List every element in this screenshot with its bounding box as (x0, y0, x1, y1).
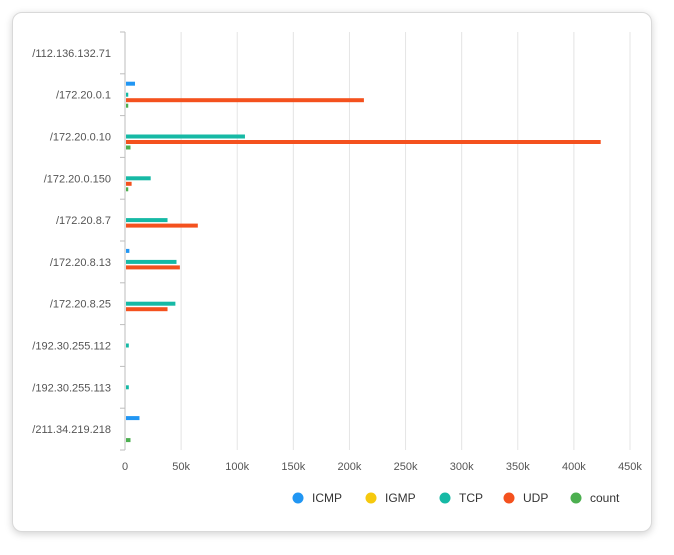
legend-marker-udp (503, 492, 515, 504)
legend: ICMP IGMP TCP UDP count (292, 491, 620, 505)
y-tick-label: /172.20.0.1 (56, 90, 111, 102)
bar-udp[interactable] (126, 98, 364, 103)
x-tick-label: 350k (506, 461, 530, 473)
bar-tcp[interactable] (126, 259, 177, 264)
legend-marker-tcp (439, 492, 451, 504)
y-tick-label: /192.30.255.112 (32, 341, 111, 353)
y-tick-label: /172.20.8.7 (56, 215, 111, 227)
x-tick-label: 450k (618, 461, 642, 473)
bar-count[interactable] (126, 103, 129, 108)
y-tick-label: /112.136.132.71 (32, 48, 111, 60)
bar-count[interactable] (126, 187, 129, 192)
bar-udp[interactable] (126, 140, 601, 144)
x-axis: 0 50k 100k 150k 200k 250k 300k 350k 400k 450k (122, 461, 642, 473)
legend-marker-icmp (292, 492, 304, 504)
y-tick-label: /172.20.0.150 (44, 173, 111, 185)
x-tick-label: 150k (281, 461, 305, 473)
y-tick-label: /172.20.8.25 (50, 299, 111, 311)
legend-label-icmp[interactable]: ICMP (312, 491, 342, 505)
bar-tcp[interactable] (126, 134, 245, 139)
bar-tcp[interactable] (126, 176, 151, 181)
bar-tcp[interactable] (126, 218, 168, 223)
x-tick-label: 200k (338, 461, 362, 473)
y-tick-label: /172.20.0.10 (50, 132, 111, 144)
legend-label-tcp[interactable]: TCP (459, 491, 483, 505)
bar-count[interactable] (126, 145, 131, 150)
bar-udp[interactable] (126, 223, 198, 228)
bar-tcp[interactable] (126, 343, 129, 348)
x-tick-label: 100k (225, 461, 249, 473)
legend-label-udp[interactable]: UDP (523, 491, 548, 505)
legend-marker-count (570, 492, 582, 504)
y-tick-label: /192.30.255.113 (32, 382, 111, 394)
bar-icmp[interactable] (126, 248, 130, 253)
bars (126, 81, 601, 443)
x-tick-label: 50k (172, 461, 190, 473)
legend-label-count[interactable]: count (590, 491, 620, 505)
bar-icmp[interactable] (126, 416, 140, 421)
bar-tcp[interactable] (126, 301, 176, 306)
bar-udp[interactable] (126, 307, 168, 312)
y-tick-label: /172.20.8.13 (50, 257, 111, 269)
y-tick-label: /211.34.219.218 (32, 424, 111, 436)
grid-lines (124, 32, 631, 450)
bar-udp[interactable] (126, 265, 180, 270)
x-tick-label: 400k (562, 461, 586, 473)
bar-udp[interactable] (126, 181, 132, 186)
bar-tcp[interactable] (126, 385, 129, 390)
legend-marker-igmp (365, 492, 377, 504)
x-tick-label: 300k (450, 461, 474, 473)
legend-label-igmp[interactable]: IGMP (385, 491, 416, 505)
y-axis: /112.136.132.71/172.20.0.1/172.20.0.10/1… (32, 31, 126, 451)
bar-tcp[interactable] (126, 92, 129, 97)
x-tick-label: 250k (394, 461, 418, 473)
bar-icmp[interactable] (126, 81, 135, 86)
bar-count[interactable] (126, 438, 131, 443)
x-tick-label: 0 (122, 461, 128, 473)
